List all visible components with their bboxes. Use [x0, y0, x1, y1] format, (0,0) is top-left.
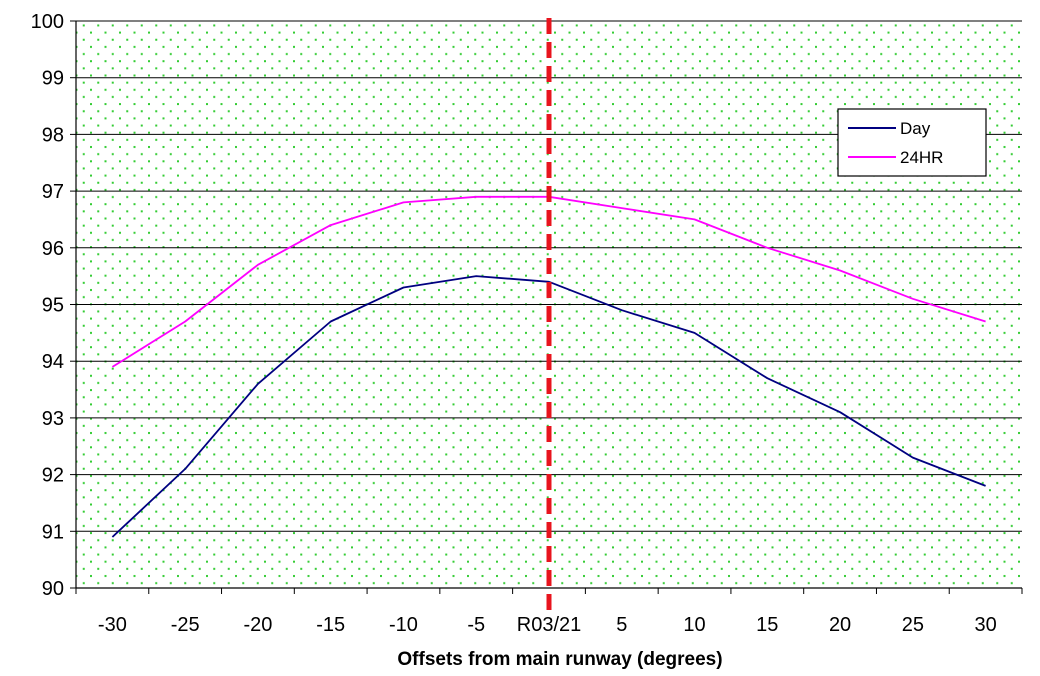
x-axis-ticks: -30 -25 -20 -15 -10 -5 R03/21 5 10 15 20 25 30: [75, 588, 1023, 636]
series-line-day: [111, 275, 986, 538]
x-tick-label: -15: [316, 614, 345, 636]
y-tick-label: 91: [42, 521, 64, 543]
legend: Day 24HR: [837, 108, 987, 177]
legend-label-24hr: 24HR: [900, 148, 943, 167]
x-tick-label: -30: [98, 614, 127, 636]
x-tick-label: 20: [829, 614, 851, 636]
y-tick-label: 90: [42, 578, 64, 600]
y-axis-ticks: 90 91 92 93 94 95 96 97 98 99 100: [31, 11, 76, 600]
y-tick-label: 92: [42, 465, 64, 487]
x-tick-label: 5: [616, 614, 627, 636]
x-tick-label: -25: [171, 614, 200, 636]
y-tick-label: 97: [42, 181, 64, 203]
legend-box: [837, 108, 987, 177]
x-tick-label: 10: [683, 614, 705, 636]
x-axis-title: Offsets from main runway (degrees): [397, 649, 722, 670]
y-tick-label: 96: [42, 238, 64, 260]
legend-label-day: Day: [900, 119, 931, 138]
y-tick-label: 99: [42, 68, 64, 90]
x-tick-label: R03/21: [517, 614, 582, 636]
x-tick-label: 30: [974, 614, 996, 636]
y-tick-label: 100: [31, 11, 64, 33]
x-tick-label: -5: [467, 614, 485, 636]
x-tick-label: -20: [243, 614, 272, 636]
y-tick-label: 95: [42, 295, 64, 317]
y-tick-label: 93: [42, 408, 64, 430]
x-tick-label: 25: [902, 614, 924, 636]
x-tick-label: 15: [756, 614, 778, 636]
y-tick-label: 98: [42, 124, 64, 146]
y-tick-label: 94: [42, 351, 64, 373]
x-tick-label: -10: [389, 614, 418, 636]
